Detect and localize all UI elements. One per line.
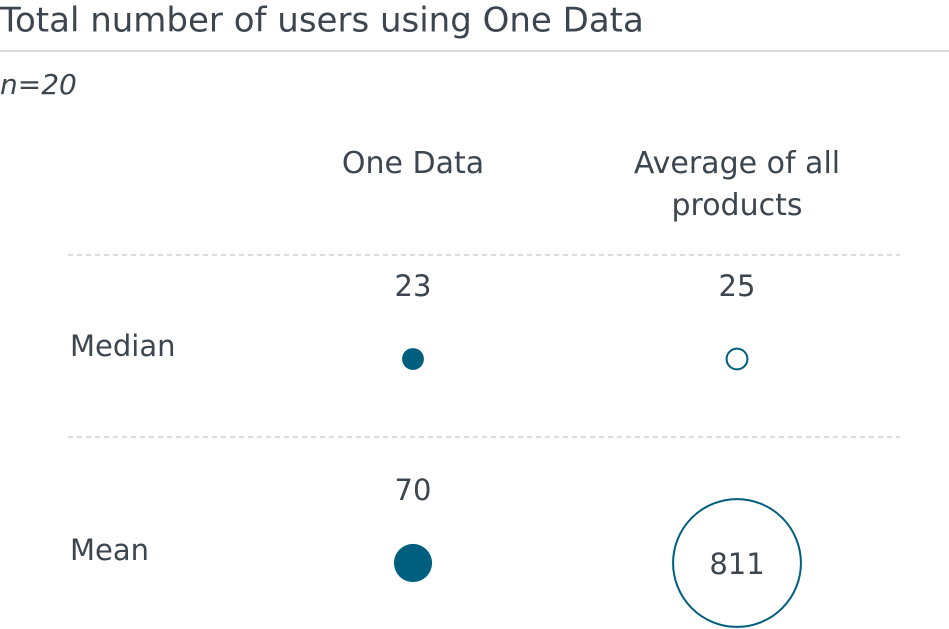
row-label: Mean [70,533,149,567]
chart-title: Total number of users using One Data [0,1,644,41]
value-label: 23 [395,269,432,303]
bubble [672,498,802,628]
column-header: Average of all products [633,146,841,223]
value-label: 811 [709,547,764,581]
subtitle: n=20 [0,68,77,101]
bubble [402,348,424,370]
value-label: 25 [719,269,756,303]
bubble [725,347,749,371]
column-header: One Data [341,146,485,181]
value-label: 70 [395,473,432,507]
row-label: Median [70,329,175,363]
bubble [393,543,433,583]
